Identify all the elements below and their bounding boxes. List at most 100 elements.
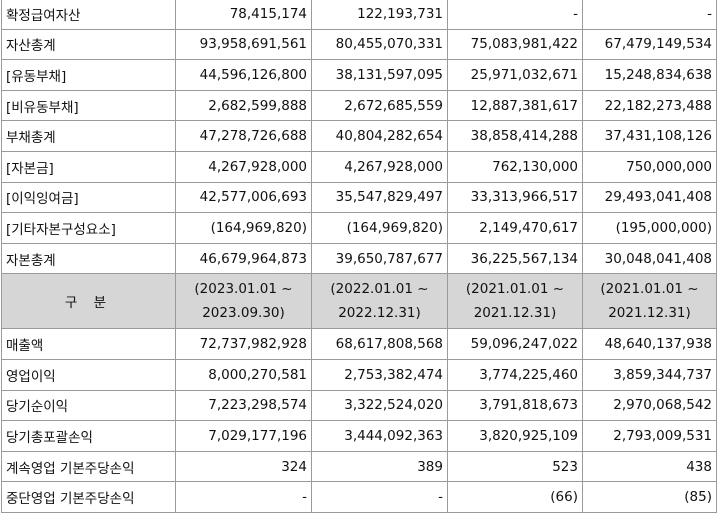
cell-value: 22,182,273,488 (582, 89, 717, 122)
cell-value: 12,887,381,617 (447, 89, 583, 122)
cell-value: 78,415,174 (175, 0, 312, 30)
cell-value: 33,313,966,517 (447, 181, 583, 214)
header-label: 구 분 (1, 273, 176, 330)
cell-value: (164,969,820) (311, 212, 448, 244)
period-end: 2021.12.31) (608, 305, 691, 322)
table-row: 중단영업 기본주당손익 - - (66) (85) (1, 481, 717, 513)
row-label: [유동부채] (1, 59, 176, 91)
cell-value: 2,682,599,888 (175, 89, 312, 122)
cell-value: 3,444,092,363 (311, 420, 448, 452)
cell-value: 7,029,177,196 (175, 420, 312, 452)
cell-value: 2,970,068,542 (582, 389, 717, 422)
cell-value: 68,617,808,568 (311, 328, 448, 360)
row-label: 자산총계 (1, 28, 176, 61)
cell-value: 750,000,000 (582, 150, 717, 183)
table-row: [유동부채] 44,596,126,800 38,131,597,095 25,… (1, 59, 717, 91)
cell-value: 438 (582, 450, 717, 483)
table-row: 매출액 72,737,982,928 68,617,808,568 59,096… (1, 328, 717, 360)
table-row: 계속영업 기본주당손익 324 389 523 438 (1, 450, 717, 483)
table-row: [비유동부채] 2,682,599,888 2,672,685,559 12,8… (1, 89, 717, 122)
period-header: (2021.01.01 ~ 2021.12.31) (447, 273, 583, 330)
cell-value: 2,753,382,474 (311, 358, 448, 391)
row-label: 영업이익 (1, 358, 176, 391)
row-label: 확정급여자산 (1, 0, 176, 30)
cell-value: - (582, 0, 717, 30)
cell-value: 15,248,834,638 (582, 59, 717, 91)
cell-value: 38,131,597,095 (311, 59, 448, 91)
cell-value: 75,083,981,422 (447, 28, 583, 61)
cell-value: 40,804,282,654 (311, 120, 448, 152)
cell-value: 3,820,925,109 (447, 420, 583, 452)
period-start: (2023.01.01 ~ (194, 281, 293, 298)
table-row: 당기총포괄손익 7,029,177,196 3,444,092,363 3,82… (1, 420, 717, 452)
period-header: (2022.01.01 ~ 2022.12.31) (311, 273, 448, 330)
row-label: [기타자본구성요소] (1, 212, 176, 244)
cell-value: 35,547,829,497 (311, 181, 448, 214)
period-end: 2023.09.30) (202, 305, 285, 322)
cell-value: 4,267,928,000 (175, 150, 312, 183)
cell-value: 3,791,818,673 (447, 389, 583, 422)
row-label: [비유동부채] (1, 89, 176, 122)
cell-value: 3,322,524,020 (311, 389, 448, 422)
period-header-row: 구 분 (2023.01.01 ~ 2023.09.30) (2022.01.0… (1, 273, 717, 330)
cell-value: 8,000,270,581 (175, 358, 312, 391)
cell-value: (195,000,000) (582, 212, 717, 244)
cell-value: 324 (175, 450, 312, 483)
table-row: 확정급여자산 78,415,174 122,193,731 - - (1, 0, 717, 30)
cell-value: 47,278,726,688 (175, 120, 312, 152)
table-row: 자본총계 46,679,964,873 39,650,787,677 36,22… (1, 242, 717, 275)
period-start: (2021.01.01 ~ (600, 281, 699, 298)
cell-value: 25,971,032,671 (447, 59, 583, 91)
cell-value: 3,859,344,737 (582, 358, 717, 391)
row-label: 부채총계 (1, 120, 176, 152)
cell-value: 30,048,041,408 (582, 242, 717, 275)
table-row: 영업이익 8,000,270,581 2,753,382,474 3,774,2… (1, 358, 717, 391)
row-label: 자본총계 (1, 242, 176, 275)
cell-value: 93,958,691,561 (175, 28, 312, 61)
cell-value: 523 (447, 450, 583, 483)
period-end: 2021.12.31) (473, 305, 557, 322)
cell-value: 2,793,009,531 (582, 420, 717, 452)
row-label: [이익잉여금] (1, 181, 176, 214)
cell-value: 3,774,225,460 (447, 358, 583, 391)
cell-value: (66) (447, 481, 583, 513)
row-label: [자본금] (1, 150, 176, 183)
row-label: 매출액 (1, 328, 176, 360)
cell-value: 59,096,247,022 (447, 328, 583, 360)
cell-value: 37,431,108,126 (582, 120, 717, 152)
cell-value: - (447, 0, 583, 30)
period-header: (2021.01.01 ~ 2021.12.31) (582, 273, 717, 330)
table-row: [이익잉여금] 42,577,006,693 35,547,829,497 33… (1, 181, 717, 214)
cell-value: 2,672,685,559 (311, 89, 448, 122)
period-header: (2023.01.01 ~ 2023.09.30) (175, 273, 312, 330)
cell-value: 389 (311, 450, 448, 483)
row-label: 당기총포괄손익 (1, 420, 176, 452)
cell-value: 7,223,298,574 (175, 389, 312, 422)
period-start: (2022.01.01 ~ (330, 281, 429, 298)
row-label: 중단영업 기본주당손익 (1, 481, 176, 513)
cell-value: (164,969,820) (175, 212, 312, 244)
cell-value: 42,577,006,693 (175, 181, 312, 214)
period-start: (2021.01.01 ~ (465, 281, 565, 298)
table-row: 부채총계 47,278,726,688 40,804,282,654 38,85… (1, 120, 717, 152)
cell-value: - (311, 481, 448, 513)
row-label: 계속영업 기본주당손익 (1, 450, 176, 483)
table-row: [자본금] 4,267,928,000 4,267,928,000 762,13… (1, 150, 717, 183)
table-row: 당기순이익 7,223,298,574 3,322,524,020 3,791,… (1, 389, 717, 422)
cell-value: 46,679,964,873 (175, 242, 312, 275)
cell-value: 36,225,567,134 (447, 242, 583, 275)
cell-value: (85) (582, 481, 717, 513)
cell-value: 762,130,000 (447, 150, 583, 183)
cell-value: 44,596,126,800 (175, 59, 312, 91)
cell-value: 122,193,731 (311, 0, 448, 30)
table-row: 자산총계 93,958,691,561 80,455,070,331 75,08… (1, 28, 717, 61)
cell-value: - (175, 481, 312, 513)
cell-value: 4,267,928,000 (311, 150, 448, 183)
cell-value: 80,455,070,331 (311, 28, 448, 61)
cell-value: 2,149,470,617 (447, 212, 583, 244)
period-end: 2022.12.31) (338, 305, 421, 322)
cell-value: 38,858,414,288 (447, 120, 583, 152)
cell-value: 72,737,982,928 (175, 328, 312, 360)
table-row: [기타자본구성요소] (164,969,820) (164,969,820) 2… (1, 212, 717, 244)
